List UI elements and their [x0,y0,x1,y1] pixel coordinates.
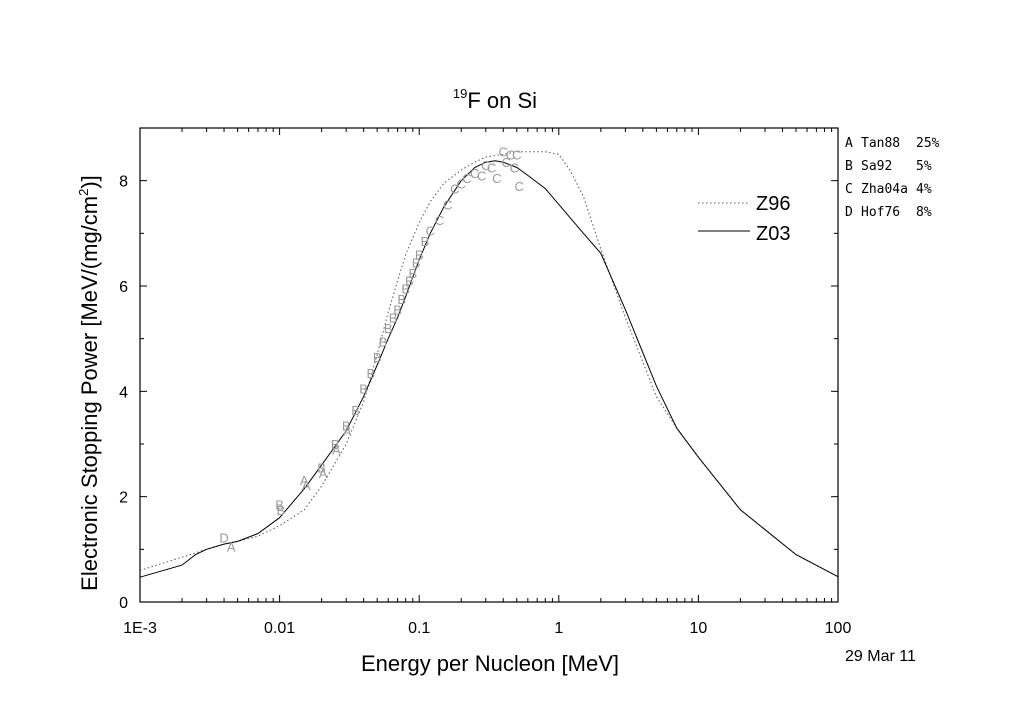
data-point-c: C [502,155,511,170]
reference-item: D Hof76 8% [845,205,932,220]
data-point-a: A [319,466,328,481]
reference-name: Hof76 [861,205,900,220]
data-point-b: B [405,274,414,289]
data-point-a: A [300,473,309,488]
data-point-c: C [492,171,501,186]
reference-percent: 4% [916,182,932,197]
data-point-b: B [421,234,430,249]
chart-title-superscript: 19 [453,86,467,101]
axis-ticks [139,127,839,603]
reference-list: A Tan88 25% B Sa92 5% C Zha04a 4% D Hof76 8% [845,136,940,220]
reference-letter: C [845,182,853,197]
data-point-c: C [426,224,435,239]
data-point-c: C [457,176,466,191]
x-axis-title: Energy per Nucleon [MeV] [361,651,619,676]
data-point-b: B [397,292,406,307]
data-point-b: B [384,321,393,336]
data-point-b: B [359,382,368,397]
data-point-c: C [481,158,490,173]
data-point-a: A [227,540,236,555]
data-point-b: B [401,282,410,297]
data-point-b: B [412,255,421,270]
y-tick-label: 0 [119,595,128,612]
y-tick-label: 8 [119,174,128,191]
data-point-c: C [443,197,452,212]
legend-label-z03: Z03 [756,223,790,245]
reference-item: B Sa92 5% [845,159,932,174]
x-tick-label: 10 [690,620,708,637]
reference-name: Zha04a [861,182,908,197]
series-line-z03 [139,160,839,578]
x-tick-label: 0.01 [264,620,295,637]
experimental-points: DABBAABABABABBBBBBBBBBBBBBBCCCCCCCCCCCCC… [219,145,523,555]
data-point-c: C [512,147,521,162]
data-point-a: A [343,424,352,439]
reference-letter: D [845,205,853,220]
data-point-c: C [510,161,519,176]
reference-letter: B [845,159,853,174]
data-point-c: C [462,171,471,186]
data-point-c: C [470,166,479,181]
data-point-b: B [276,503,285,518]
y-tick-label: 4 [119,384,128,401]
reference-letter: A [845,136,853,151]
legend-label-z96: Z96 [756,193,790,215]
data-point-b: B [415,247,424,262]
reference-name: Tan88 [861,136,900,151]
series-layer [139,151,839,578]
legend: Z96 Z03 [698,193,790,245]
chart-title: 19F on Si [453,86,537,113]
date-stamp: 29 Mar 11 [845,648,916,665]
data-point-a: A [332,442,341,457]
data-point-a: A [302,478,311,493]
series-line-z96 [139,151,839,578]
data-point-b: B [408,266,417,281]
data-point-b: B [393,303,402,318]
x-tick-label: 100 [825,620,852,637]
x-tick-label: 0.1 [408,620,430,637]
data-point-b: B [373,350,382,365]
reference-item: A Tan88 25% [845,136,940,151]
data-point-b: B [389,311,398,326]
data-point-b: B [379,334,388,349]
data-point-b: B [331,437,340,452]
data-point-c: C [477,168,486,183]
axis-tick-labels: 1E-3 0.01 0.1 1 10 100 0 2 4 6 8 [119,174,851,637]
data-point-b: B [351,403,360,418]
data-point-c: C [487,161,496,176]
data-point-b: B [342,419,351,434]
y-tick-label: 6 [119,279,128,296]
y-tick-label: 2 [119,490,128,507]
y-axis-title: Electronic Stopping Power [MeV/(mg/cm2)] [76,175,102,591]
x-tick-label: 1 [554,620,563,637]
data-point-c: C [514,179,523,194]
data-point-c: C [435,213,444,228]
reference-percent: 5% [916,159,932,174]
data-point-c: C [506,147,515,162]
y-axis-title-post: )] [77,175,102,188]
data-point-d: D [219,531,228,546]
data-point-c: C [499,145,508,160]
plot-frame [139,127,839,603]
data-point-b: B [275,498,284,513]
reference-name: Sa92 [861,159,892,174]
y-axis-title-pre: Electronic Stopping Power [MeV/(mg/cm [77,196,102,591]
data-point-b: B [366,366,375,381]
x-tick-label: 1E-3 [123,620,157,637]
y-axis-title-sup: 2 [76,189,91,196]
reference-percent: 25% [916,136,940,151]
reference-item: C Zha04a 4% [845,182,932,197]
data-point-c: C [450,182,459,197]
chart-title-main: F on Si [467,88,537,113]
data-point-b: B [317,461,326,476]
reference-percent: 8% [916,205,932,220]
